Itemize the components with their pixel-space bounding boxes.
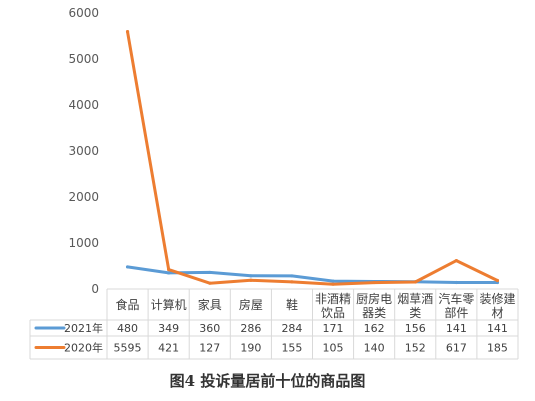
data-cell: 141: [446, 322, 467, 335]
data-cell: 190: [240, 342, 261, 355]
series-point: [331, 282, 335, 286]
series-point: [331, 279, 335, 283]
series-point: [413, 280, 417, 284]
category-label: 厨房电: [356, 291, 392, 306]
data-cell: 140: [364, 342, 385, 355]
data-cell: 105: [323, 342, 344, 355]
y-tick-label: 0: [91, 282, 99, 296]
data-cell: 185: [487, 342, 508, 355]
category-label: 饮品: [321, 306, 345, 320]
category-label: 器类: [362, 306, 386, 320]
y-tick-label: 3000: [68, 144, 99, 158]
series-point: [208, 281, 212, 285]
data-cell: 155: [281, 342, 302, 355]
category-label: 类: [409, 306, 421, 320]
category-label: 食品: [116, 297, 140, 312]
category-label: 鞋: [286, 297, 298, 312]
y-tick-label: 2000: [68, 190, 99, 204]
figure-caption: 图4 投诉量居前十位的商品图: [169, 372, 366, 390]
series-point: [125, 265, 130, 269]
data-cell: 480: [117, 322, 138, 335]
category-label: 装修建: [479, 291, 515, 306]
data-cell: 421: [158, 342, 179, 355]
series-point: [249, 274, 253, 278]
data-cell: 127: [199, 342, 220, 355]
series-line-2020年: [126, 30, 499, 286]
y-tick-label: 4000: [68, 98, 99, 112]
series-point: [290, 280, 294, 284]
series-point: [249, 278, 253, 282]
data-cell: 349: [158, 322, 179, 335]
data-cell: 152: [405, 342, 426, 355]
data-cell: 617: [446, 342, 467, 355]
series-point: [454, 259, 458, 263]
y-tick-label: 5000: [68, 52, 99, 66]
series-lines: [125, 30, 500, 286]
series-point: [208, 270, 212, 275]
category-label: 计算机: [151, 297, 187, 312]
series-point: [167, 271, 171, 275]
series-point: [372, 280, 376, 285]
category-label: 房屋: [239, 297, 263, 312]
series-point: [125, 30, 130, 34]
series-point: [454, 280, 458, 285]
data-cell: 360: [199, 322, 220, 335]
series-point: [290, 274, 294, 278]
category-label: 材: [491, 306, 503, 320]
data-cell: 162: [364, 322, 385, 335]
legend-label: 2021年: [64, 321, 103, 335]
category-label: 汽车零: [438, 291, 474, 306]
series-point: [495, 278, 500, 283]
category-label: 家具: [198, 297, 222, 312]
y-tick-label: 6000: [68, 6, 99, 20]
series-line-2021年: [126, 265, 499, 284]
data-cell: 171: [323, 322, 344, 335]
y-axis: 0 1000 2000 3000 4000 5000 6000: [68, 6, 99, 296]
data-cell: 5595: [114, 342, 142, 355]
category-label: 部件: [444, 305, 468, 320]
data-cell: 286: [240, 322, 261, 335]
category-label: 烟草酒: [397, 292, 433, 306]
data-cell: 284: [281, 322, 302, 335]
y-tick-label: 1000: [68, 236, 99, 250]
series-point: [167, 268, 171, 272]
data-cell: 141: [487, 322, 508, 335]
category-label: 非酒精: [315, 292, 351, 306]
data-cell: 156: [405, 322, 426, 335]
legend-label: 2020年: [64, 341, 103, 355]
